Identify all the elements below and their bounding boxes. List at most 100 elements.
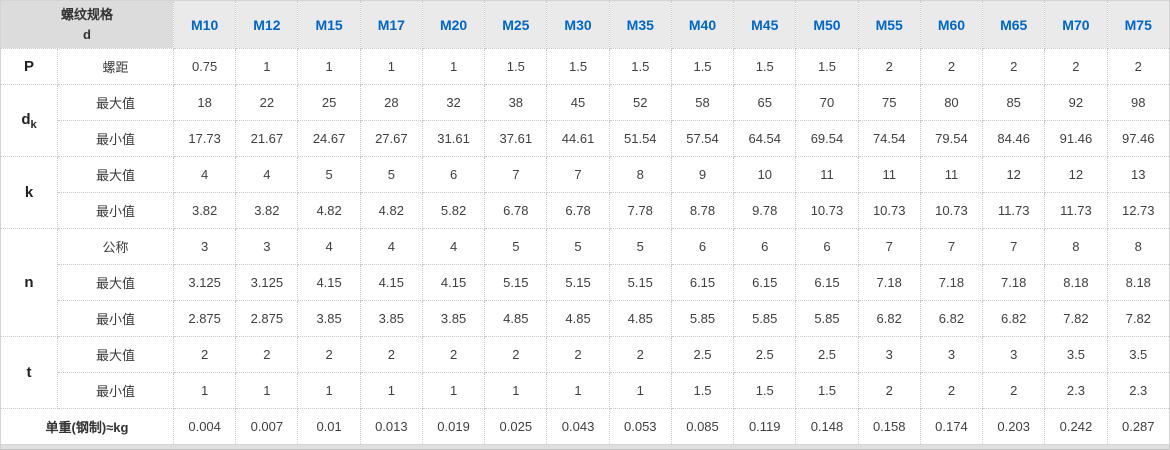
column-header-m45[interactable]: M45: [733, 0, 797, 49]
value-cell: 32: [421, 84, 486, 121]
unit-weight-label: 单重(钢制)≈kg: [0, 408, 175, 445]
value-cell: 3.125: [173, 264, 237, 301]
column-header-m50[interactable]: M50: [795, 0, 859, 49]
value-cell: 6.82: [857, 300, 921, 337]
value-cell: 1.5: [484, 48, 548, 85]
value-cell: 11: [857, 156, 921, 193]
value-cell: 0.085: [670, 408, 735, 445]
corner-header-line1: 螺纹规格: [61, 7, 114, 22]
value-cell: 98: [1106, 84, 1170, 121]
value-cell: 6: [733, 228, 797, 265]
table-row: t 最大值 2 2 2 2 2 2 2 2 2.5 2.5 2.5 3 3 3 3.5 3.5: [0, 336, 1170, 409]
value-cell: 6.82: [982, 300, 1046, 337]
value-cell: 1.5: [546, 48, 610, 85]
value-cell: 9.78: [733, 192, 797, 229]
row-sub-label: 最小值: [56, 372, 175, 409]
value-cell: 5: [297, 156, 361, 193]
value-cell: 3: [857, 336, 921, 373]
value-cell: 1: [359, 48, 423, 85]
value-cell: 1.5: [733, 372, 797, 409]
value-cell: 8: [1106, 228, 1170, 265]
value-cell: 3: [173, 228, 237, 265]
table-row: 最小值 3.82 3.82 4.82 4.82 5.82 6.78 6.78 7.78 8.78 9…: [1, 192, 1170, 229]
column-header-m17[interactable]: M17: [359, 0, 423, 49]
column-header-m15[interactable]: M15: [297, 0, 361, 49]
value-cell: 10.73: [857, 192, 921, 229]
value-cell: 2: [1106, 48, 1170, 85]
value-cell: 64.54: [733, 120, 797, 157]
spec-table-body: P 螺距 0.75 1 1 1 1 1.5 1.5 1.5 1.5 1.5 1.5 2 2 2 2 2 dk 最大值 1…: [0, 48, 1170, 445]
value-cell: 75: [857, 84, 921, 121]
value-cell: 10: [733, 156, 797, 193]
row-sub-label: 公称: [56, 228, 175, 265]
value-cell: 1.5: [795, 372, 859, 409]
column-header-m20[interactable]: M20: [421, 0, 486, 49]
row-sub-label: 最大值: [56, 336, 175, 373]
table-row: 最小值 1 1 1 1 1 1 1 1 1.5 1.5 1.5 2 2 2 2.3 2.3: [1, 372, 1170, 409]
value-cell: 6: [795, 228, 859, 265]
value-cell: 3.5: [1044, 336, 1108, 373]
value-cell: 4.15: [297, 264, 361, 301]
value-cell: 5.85: [795, 300, 859, 337]
value-cell: 4.85: [484, 300, 548, 337]
value-cell: 1.5: [733, 48, 797, 85]
value-cell: 6.15: [670, 264, 735, 301]
value-cell: 3.85: [359, 300, 423, 337]
value-cell: 0.148: [795, 408, 859, 445]
value-cell: 2: [608, 336, 672, 373]
value-cell: 22: [235, 84, 299, 121]
spec-table-head: 螺纹规格 d M10 M12 M15 M17 M20 M25 M30 M35 M40 M45 M50…: [0, 0, 1170, 49]
value-cell: 84.46: [982, 120, 1046, 157]
value-cell: 5.85: [733, 300, 797, 337]
column-header-m75[interactable]: M75: [1106, 0, 1170, 49]
column-header-m55[interactable]: M55: [857, 0, 921, 49]
value-cell: 4.82: [359, 192, 423, 229]
value-cell: 2.5: [733, 336, 797, 373]
value-cell: 2.875: [173, 300, 237, 337]
column-header-m65[interactable]: M65: [982, 0, 1046, 49]
value-cell: 4.15: [359, 264, 423, 301]
value-cell: 1: [484, 372, 548, 409]
column-header-m12[interactable]: M12: [235, 0, 299, 49]
value-cell: 2: [1044, 48, 1108, 85]
value-cell: 7.18: [857, 264, 921, 301]
column-header-m60[interactable]: M60: [919, 0, 984, 49]
value-cell: 4: [235, 156, 299, 193]
value-cell: 8: [1044, 228, 1108, 265]
value-cell: 11.73: [1044, 192, 1108, 229]
value-cell: 7: [546, 156, 610, 193]
table-row: n 公称 3 3 4 4 4 5 5 5 6 6 6 7 7 7 8 8: [0, 228, 1170, 337]
column-header-m10[interactable]: M10: [173, 0, 237, 49]
value-cell: 44.61: [546, 120, 610, 157]
column-header-m70[interactable]: M70: [1044, 0, 1108, 49]
value-cell: 11.73: [982, 192, 1046, 229]
value-cell: 5.15: [608, 264, 672, 301]
value-cell: 70: [795, 84, 859, 121]
value-cell: 3.85: [297, 300, 361, 337]
value-cell: 8.18: [1044, 264, 1108, 301]
value-cell: 6.78: [484, 192, 548, 229]
row-sub-label: 最大值: [56, 84, 175, 121]
value-cell: 0.025: [484, 408, 548, 445]
column-header-m30[interactable]: M30: [546, 0, 610, 49]
column-header-m35[interactable]: M35: [608, 0, 672, 49]
value-cell: 45: [546, 84, 610, 121]
column-header-m25[interactable]: M25: [484, 0, 548, 49]
value-cell: 0.007: [235, 408, 299, 445]
table-bottom-scroll-bar[interactable]: [0, 445, 1170, 450]
value-cell: 2: [857, 48, 921, 85]
value-cell: 92: [1044, 84, 1108, 121]
value-cell: 2: [919, 372, 984, 409]
value-cell: 57.54: [670, 120, 735, 157]
value-cell: 4: [297, 228, 361, 265]
value-cell: 0.119: [733, 408, 797, 445]
value-cell: 1: [235, 48, 299, 85]
header-row: 螺纹规格 d M10 M12 M15 M17 M20 M25 M30 M35 M40 M45 M50…: [0, 0, 1170, 49]
column-header-m40[interactable]: M40: [670, 0, 735, 49]
row-group-label-d: dk: [0, 84, 58, 157]
value-cell: 3: [982, 336, 1046, 373]
value-cell: 1: [359, 372, 423, 409]
value-cell: 2: [982, 372, 1046, 409]
value-cell: 6: [421, 156, 486, 193]
